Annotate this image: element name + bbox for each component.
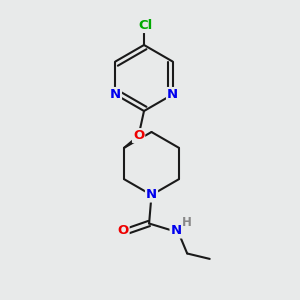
Text: N: N (110, 88, 121, 101)
Text: O: O (133, 129, 144, 142)
Text: N: N (167, 88, 178, 101)
Text: H: H (182, 216, 192, 229)
Text: N: N (170, 224, 182, 238)
Text: O: O (117, 224, 129, 238)
Text: Cl: Cl (138, 19, 153, 32)
Text: N: N (146, 188, 157, 202)
